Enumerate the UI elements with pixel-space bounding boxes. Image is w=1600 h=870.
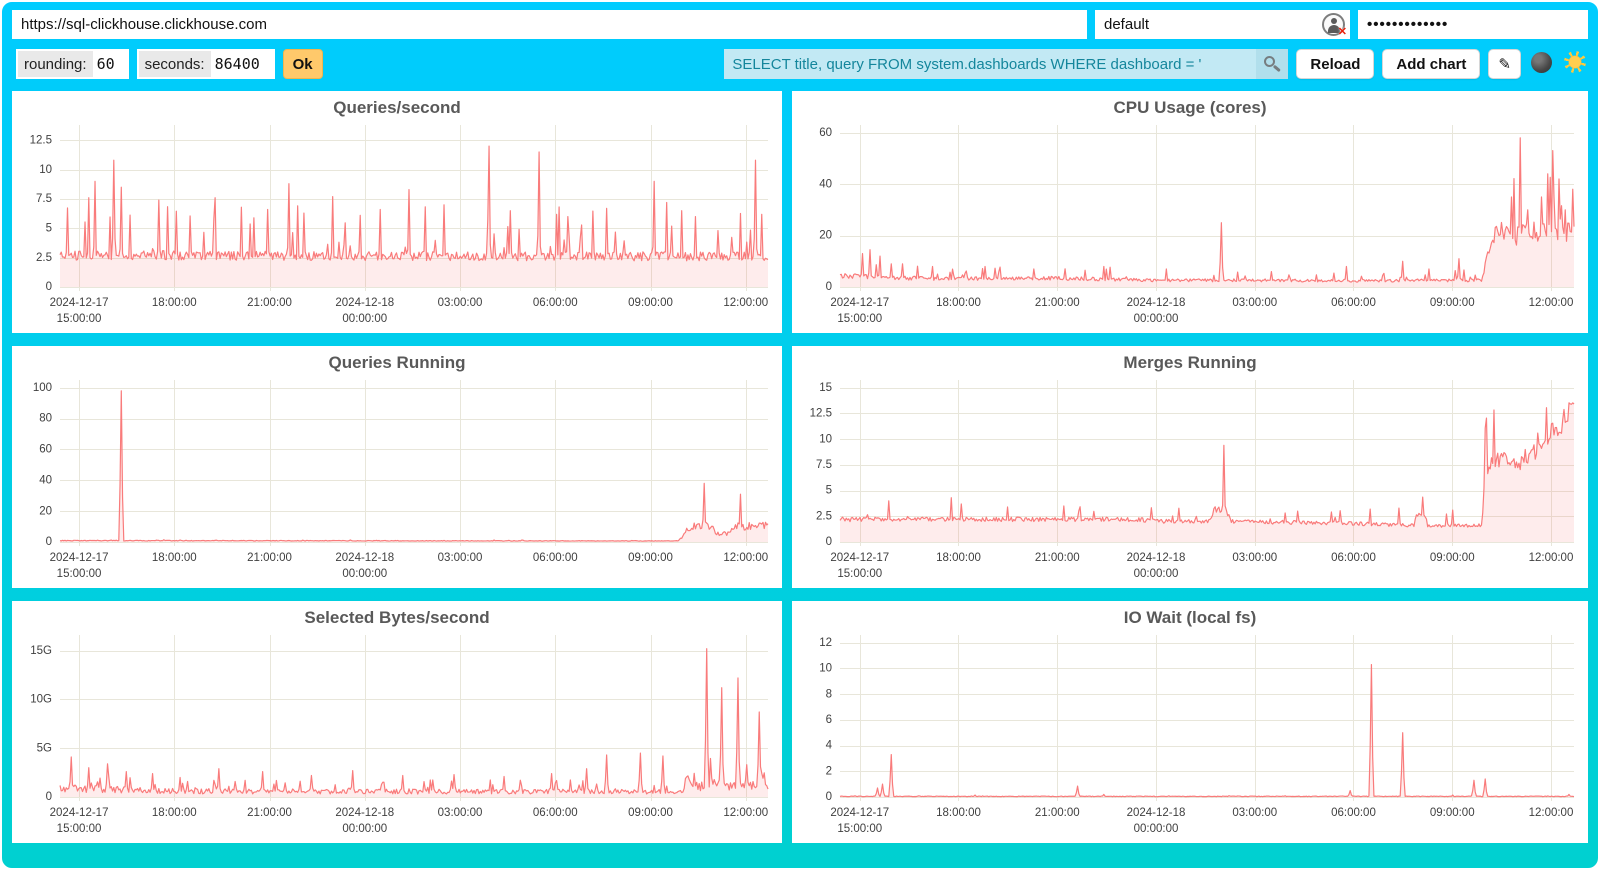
person-icon-body (1328, 25, 1340, 33)
light-theme-button[interactable] (1562, 49, 1588, 79)
dark-theme-button[interactable] (1529, 49, 1554, 79)
chart-canvas[interactable] (792, 91, 1588, 333)
sun-icon (1564, 51, 1586, 73)
server-url-input[interactable] (12, 10, 1087, 39)
seconds-label: seconds: (138, 51, 211, 77)
dashboard-query-input[interactable] (724, 49, 1257, 79)
seconds-param: seconds: (136, 49, 275, 79)
chart-card: Selected Bytes/second (12, 601, 782, 843)
mass-edit-button[interactable]: ✎ (1488, 49, 1521, 79)
ok-button[interactable]: Ok (282, 49, 323, 79)
charts-grid: Queries/second CPU Usage (cores) Queries R… (2, 79, 1598, 843)
user-auth-status-icon: ✕ (1322, 13, 1347, 38)
search-icon-handle (1273, 64, 1282, 72)
moon-icon (1531, 51, 1552, 73)
chart-card: CPU Usage (cores) (792, 91, 1588, 333)
search-button[interactable] (1256, 49, 1289, 79)
chart-canvas[interactable] (792, 346, 1588, 588)
seconds-input[interactable] (210, 51, 273, 77)
person-icon (1331, 18, 1337, 24)
search-icon (1264, 56, 1276, 67)
user-field-wrap: ✕ (1095, 10, 1350, 39)
rounding-input[interactable] (92, 51, 127, 77)
password-input[interactable] (1358, 10, 1588, 39)
chart-canvas[interactable] (12, 346, 782, 588)
chart-canvas[interactable] (12, 91, 782, 333)
chart-canvas[interactable] (12, 601, 782, 843)
rounding-param: rounding: (16, 49, 129, 79)
connection-bar: ✕ (2, 2, 1598, 39)
dashboard-search (724, 49, 1289, 79)
chart-card: Queries/second (12, 91, 782, 333)
chart-card: Queries Running (12, 346, 782, 588)
add-chart-button[interactable]: Add chart (1382, 49, 1481, 79)
chart-card: Merges Running (792, 346, 1588, 588)
auth-error-badge: ✕ (1337, 26, 1347, 38)
pencil-icon: ✎ (1498, 56, 1511, 73)
username-input[interactable] (1095, 10, 1350, 39)
toolbar: rounding: seconds: Ok Reload Add chart ✎ (2, 39, 1598, 79)
rounding-label: rounding: (18, 51, 93, 77)
chart-canvas[interactable] (792, 601, 1588, 843)
chart-card: IO Wait (local fs) (792, 601, 1588, 843)
reload-button[interactable]: Reload (1296, 49, 1375, 79)
